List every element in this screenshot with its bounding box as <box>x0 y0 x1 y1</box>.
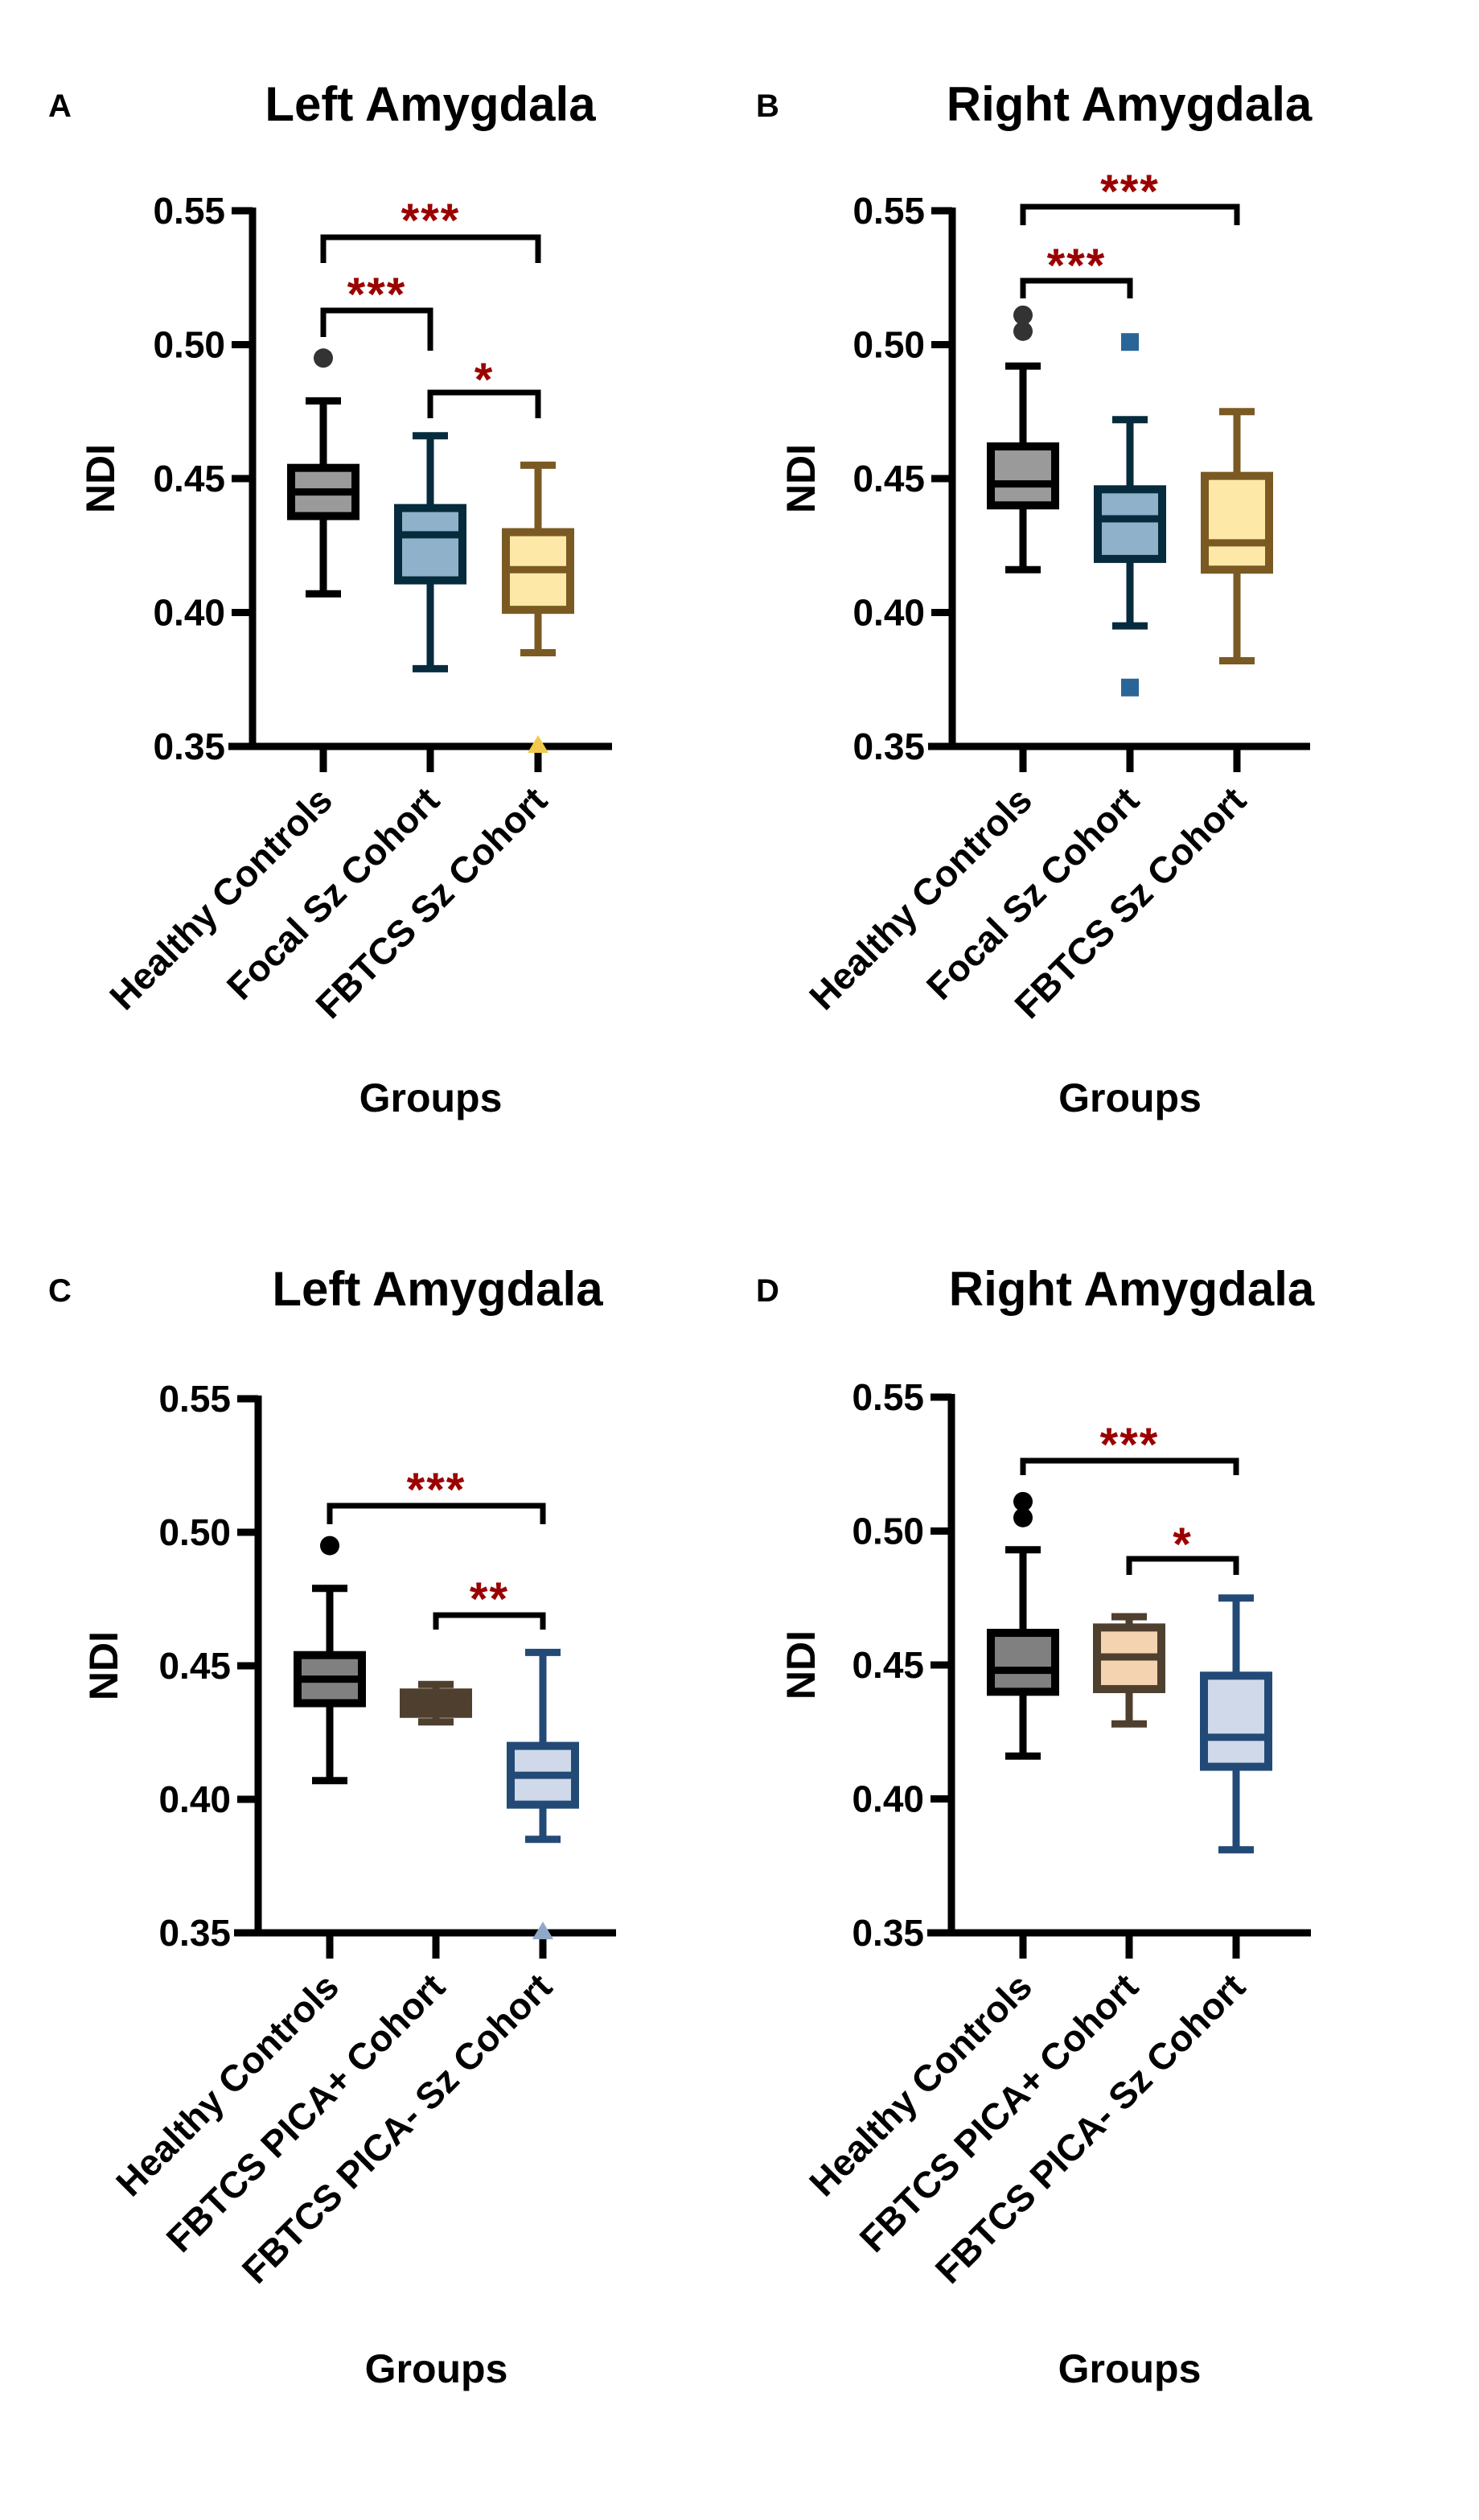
box-iqr <box>1200 1671 1272 1771</box>
significance-bracket: *** <box>320 195 541 263</box>
y-tick-label: 0.35 <box>158 1912 231 1954</box>
y-tick-label: 0.45 <box>153 458 225 499</box>
outlier-point <box>1013 305 1033 325</box>
y-tick-label: 0.35 <box>852 726 925 767</box>
bracket-line <box>1126 1556 1239 1575</box>
bracket-line <box>327 1503 546 1524</box>
box-3 <box>1201 408 1273 664</box>
y-tick-label: 0.45 <box>852 1644 924 1686</box>
y-tick-label: 0.55 <box>158 1378 231 1420</box>
bracket-line <box>320 307 433 351</box>
panel-title: Right Amygdala <box>949 1262 1315 1316</box>
significance-stars: *** <box>347 269 407 321</box>
outlier-point <box>1121 678 1139 697</box>
significance-bracket: *** <box>1020 166 1240 225</box>
box-iqr <box>1094 485 1166 563</box>
panel-letter: D <box>756 1273 779 1309</box>
significance-stars: *** <box>1100 1419 1160 1471</box>
significance-stars: * <box>1173 1519 1193 1571</box>
y-tick-label: 0.55 <box>852 1376 924 1418</box>
significance-bracket: *** <box>1020 240 1133 298</box>
significance-bracket: ** <box>433 1573 546 1630</box>
y-tick-label: 0.50 <box>852 324 925 366</box>
significance-bracket: *** <box>327 1464 546 1524</box>
y-axis-label: NDI <box>779 1630 824 1700</box>
box-iqr <box>394 504 466 585</box>
box-3 <box>507 1648 579 1939</box>
box-1 <box>287 348 359 598</box>
y-tick-label: 0.40 <box>852 1778 924 1820</box>
panel-d: D Right Amygdala0.350.400.450.500.55NDIHe… <box>756 1262 1315 2391</box>
panel-letter: C <box>48 1273 72 1309</box>
box-2 <box>394 432 466 672</box>
significance-bracket: *** <box>1020 1419 1239 1475</box>
x-axis-label: Groups <box>365 2346 508 2391</box>
significance-stars: *** <box>401 195 461 247</box>
y-tick-label: 0.40 <box>852 592 925 634</box>
bracket-line <box>1020 203 1240 225</box>
bracket-line <box>427 389 541 418</box>
box-1 <box>294 1535 366 1785</box>
y-axis-label: NDI <box>81 1631 126 1700</box>
panel-title: Right Amygdala <box>947 77 1313 131</box>
outlier-point <box>1013 321 1033 341</box>
y-tick-label: 0.35 <box>852 1912 924 1954</box>
box-1 <box>987 305 1059 573</box>
significance-bracket: * <box>427 354 541 418</box>
significance-stars: *** <box>1047 240 1107 292</box>
outlier-point <box>528 735 548 753</box>
outlier-point <box>532 1922 553 1939</box>
y-tick-label: 0.50 <box>852 1511 924 1552</box>
panel-title: Left Amygdala <box>265 77 596 131</box>
y-tick-label: 0.35 <box>153 726 225 767</box>
y-tick-label: 0.50 <box>158 1511 231 1553</box>
panel-title: Left Amygdala <box>272 1262 603 1316</box>
box-1 <box>987 1491 1059 1760</box>
significance-bracket: * <box>1126 1519 1239 1575</box>
panel-a: A Left Amygdala0.350.400.450.500.55NDIHea… <box>48 77 612 1120</box>
significance-stars: *** <box>407 1464 466 1516</box>
y-tick-label: 0.40 <box>153 592 225 634</box>
y-axis-label: NDI <box>78 444 123 513</box>
box-iqr <box>1201 471 1273 574</box>
bracket-line <box>1020 277 1133 298</box>
y-axis-label: NDI <box>779 444 824 513</box>
box-2 <box>400 1680 472 1726</box>
y-tick-label: 0.55 <box>153 190 225 232</box>
x-axis-label: Groups <box>1058 1075 1202 1120</box>
box-2 <box>1094 333 1166 697</box>
outlier-point <box>320 1535 339 1556</box>
panel-letter: B <box>756 88 779 124</box>
outlier-point <box>1013 1507 1033 1527</box>
significance-bracket: *** <box>320 269 433 351</box>
bracket-line <box>1020 1457 1239 1475</box>
outlier-point <box>314 348 333 368</box>
box-3 <box>502 461 574 753</box>
x-axis-label: Groups <box>359 1075 503 1120</box>
bracket-line <box>433 1612 546 1630</box>
y-tick-label: 0.45 <box>852 458 925 499</box>
x-axis-label: Groups <box>1058 2346 1202 2391</box>
y-tick-label: 0.55 <box>852 190 925 232</box>
bracket-line <box>320 234 541 263</box>
significance-stars: *** <box>1100 166 1160 218</box>
significance-stars: * <box>475 354 495 406</box>
outlier-point <box>1121 333 1139 351</box>
panel-c: C Left Amygdala0.350.400.450.500.55NDIHea… <box>48 1262 616 2391</box>
panel-letter: A <box>48 88 72 124</box>
significance-stars: ** <box>470 1573 509 1626</box>
box-2 <box>1093 1613 1165 1728</box>
box-3 <box>1200 1594 1272 1854</box>
y-tick-label: 0.40 <box>158 1778 231 1820</box>
panel-b: B Right Amygdala0.350.400.450.500.55NDIHe… <box>756 77 1313 1120</box>
outlier-point <box>1013 1491 1033 1511</box>
y-tick-label: 0.45 <box>158 1645 231 1687</box>
box-iqr <box>987 442 1059 510</box>
y-tick-label: 0.50 <box>153 324 225 366</box>
box-iqr <box>987 1629 1059 1696</box>
